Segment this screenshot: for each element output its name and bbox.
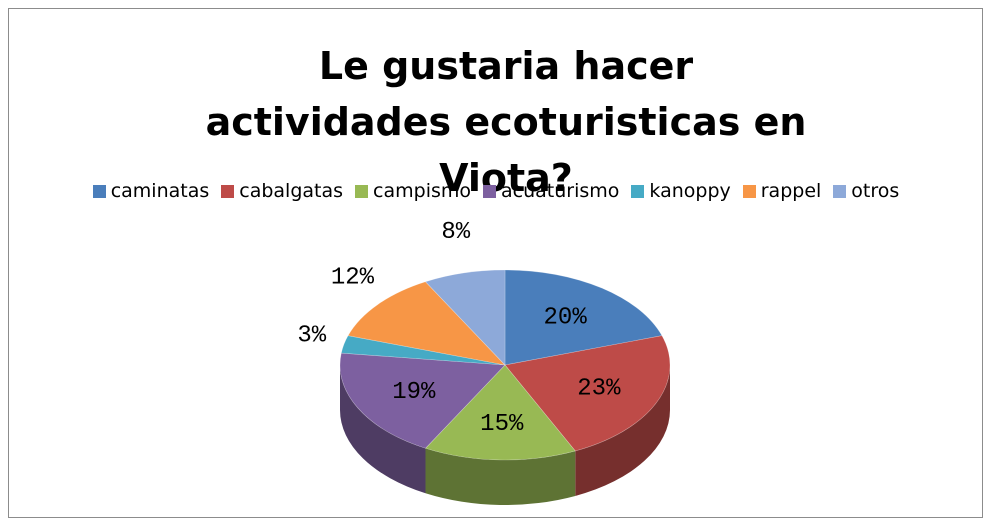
legend-item: caminatas xyxy=(92,180,210,202)
pie-slice xyxy=(347,281,506,366)
data-label: 12% xyxy=(331,265,375,292)
legend-item: acuaturismo xyxy=(483,180,619,202)
legend-swatch xyxy=(221,184,235,198)
pie-side xyxy=(425,448,576,506)
legend-swatch xyxy=(355,184,369,198)
legend-swatch xyxy=(631,184,645,198)
legend-label: campismo xyxy=(373,180,472,202)
legend-label: caminatas xyxy=(110,180,210,202)
legend-label: kanoppy xyxy=(649,180,731,202)
legend-label: otros xyxy=(851,180,900,202)
legend-label: acuaturismo xyxy=(501,180,620,202)
legend-item: cabalgatas xyxy=(221,180,343,202)
pie-side xyxy=(340,365,426,494)
legend-item: otros xyxy=(833,180,899,202)
data-label: 23% xyxy=(577,376,621,403)
pie-slice xyxy=(424,364,576,461)
pie-side xyxy=(575,365,670,496)
data-label: 15% xyxy=(480,411,524,438)
legend-item: campismo xyxy=(355,180,471,202)
legend-item: rappel xyxy=(742,180,822,202)
legend: caminatas cabalgatas campismo acuaturismo ka… xyxy=(0,180,992,202)
data-label: 20% xyxy=(544,305,588,332)
pie-slice xyxy=(504,335,671,452)
legend-swatch xyxy=(92,184,106,198)
legend-swatch xyxy=(742,184,756,198)
data-label: 19% xyxy=(392,379,436,406)
pie-slice xyxy=(424,269,506,366)
pie-slice xyxy=(504,269,663,366)
legend-item: kanoppy xyxy=(631,180,731,202)
legend-label: cabalgatas xyxy=(239,180,344,202)
data-label: 3% xyxy=(297,322,326,349)
data-label: 8% xyxy=(441,219,470,246)
legend-label: rappel xyxy=(760,180,822,202)
pie-slice xyxy=(340,335,506,366)
chart-title: Le gustaria hacer actividades ecoturisti… xyxy=(205,44,807,200)
legend-swatch xyxy=(833,184,847,198)
legend-swatch xyxy=(483,184,497,198)
pie-slice xyxy=(339,352,506,449)
chart-frame xyxy=(8,8,983,518)
